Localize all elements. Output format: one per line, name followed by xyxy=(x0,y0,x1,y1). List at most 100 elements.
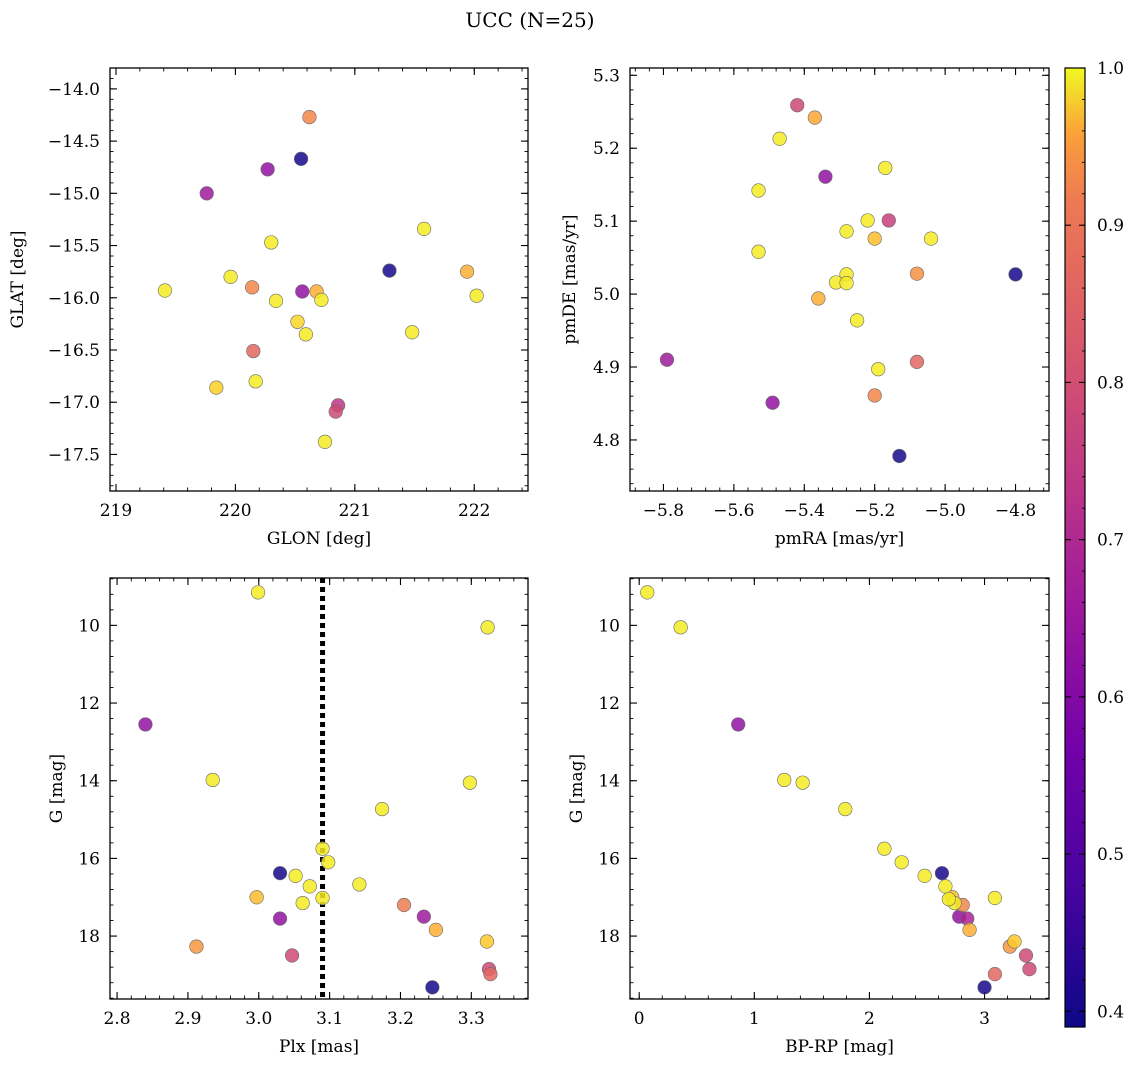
scatter-point xyxy=(469,288,484,303)
scatter-point xyxy=(405,325,420,340)
colorbar-tick-label: 0.7 xyxy=(1097,531,1124,551)
scatter-point xyxy=(892,448,907,464)
scatter-point xyxy=(428,922,443,937)
scatter-point xyxy=(295,284,310,299)
y-tick-label: 14 xyxy=(598,772,620,792)
scatter-point xyxy=(245,280,260,295)
axes-frame xyxy=(109,67,529,492)
scatter-point xyxy=(871,362,886,377)
scatter-point xyxy=(189,939,204,954)
scatter-point xyxy=(396,897,412,913)
colorbar-tick-label: 1.0 xyxy=(1097,59,1124,79)
y-tick-label: −15.5 xyxy=(48,237,100,257)
panel-glon-glat: 219 220 221 222 −14.0 −14.5 −15.0 −15.5 −16.0 −16… xyxy=(8,67,529,549)
scatter-point xyxy=(374,801,390,817)
colorbar-tick-label: 0.8 xyxy=(1097,373,1124,393)
scatter-point xyxy=(934,866,950,881)
scatter-point xyxy=(987,890,1002,906)
y-tick-label: −15.0 xyxy=(48,184,100,204)
scatter-point xyxy=(205,772,220,788)
x-tick-label: 0 xyxy=(634,1009,645,1029)
scatter-point xyxy=(938,879,953,894)
scatter-point xyxy=(878,160,893,176)
scatter-point xyxy=(382,263,397,278)
scatter-point xyxy=(867,388,882,403)
x-tick-label: 219 xyxy=(100,501,132,521)
y-tick-label: −14.5 xyxy=(48,132,100,152)
y-tick-label: −16.5 xyxy=(48,341,100,361)
x-tick-label: −4.8 xyxy=(995,501,1036,521)
y-tick-label: 14 xyxy=(78,772,100,792)
colorbar-tick-label: 0.5 xyxy=(1097,845,1124,865)
scatter-point xyxy=(765,395,780,410)
scatter-point xyxy=(249,890,264,905)
x-axis-label: BP-RP [mag] xyxy=(785,1037,894,1057)
scatter-point xyxy=(317,434,333,450)
y-tick-label: −17.0 xyxy=(48,393,100,413)
scatter-point xyxy=(248,374,263,389)
x-tick-label: 3.0 xyxy=(245,1009,272,1029)
scatter-point xyxy=(246,343,261,359)
scatter-point xyxy=(264,235,279,250)
scatter-point xyxy=(673,620,688,635)
scatter-point xyxy=(416,909,431,924)
scatter-point xyxy=(250,585,266,600)
y-tick-label: 16 xyxy=(78,849,100,869)
scatter-point xyxy=(881,213,896,228)
scatter-point xyxy=(483,967,498,982)
scatter-point xyxy=(315,890,330,906)
scatter-point xyxy=(941,892,956,907)
y-tick-label: 5.0 xyxy=(593,285,620,305)
scatter-point xyxy=(425,980,440,995)
scatter-point xyxy=(295,895,310,911)
y-tick-label: 18 xyxy=(598,927,620,947)
scatter-point xyxy=(138,717,153,732)
scatter-point xyxy=(877,841,892,856)
scatter-point xyxy=(818,169,833,184)
colorbar-tick-label: 0.9 xyxy=(1097,216,1124,236)
panel-plx-g: 2.8 2.9 3.0 3.1 3.2 3.3 10 12 14 16 18 Plx [mas] G [… xyxy=(47,577,529,1057)
scatter-point xyxy=(731,717,746,732)
y-tick-label: 10 xyxy=(78,616,100,636)
scatter-point xyxy=(839,276,854,291)
x-tick-label: 220 xyxy=(219,501,251,521)
scatter-point xyxy=(772,131,787,146)
y-tick-label: 4.8 xyxy=(593,431,620,451)
scatter-point xyxy=(1008,267,1023,282)
y-axis-label: GLAT [deg] xyxy=(8,230,28,328)
scatter-point xyxy=(352,877,367,892)
x-tick-label: 3 xyxy=(979,1009,990,1029)
scatter-point xyxy=(860,213,875,228)
x-tick-label: 1 xyxy=(749,1009,760,1029)
scatter-point xyxy=(293,151,309,166)
y-tick-label: −16.0 xyxy=(48,289,100,309)
x-tick-label: 2 xyxy=(864,1009,875,1029)
y-axis-label: G [mag] xyxy=(567,754,587,823)
scatter-point xyxy=(290,314,305,329)
scatter-point xyxy=(288,868,303,883)
scatter-point xyxy=(867,231,882,246)
scatter-point xyxy=(795,775,810,790)
scatter-point xyxy=(199,186,214,201)
scatter-point xyxy=(909,354,925,370)
scatter-point xyxy=(838,801,853,817)
x-tick-label: −5.4 xyxy=(784,501,825,521)
scatter-point xyxy=(1022,961,1037,977)
y-tick-label: 16 xyxy=(598,849,620,869)
scatter-point xyxy=(790,98,805,113)
x-tick-label: −5.8 xyxy=(643,501,684,521)
scatter-point xyxy=(777,772,792,788)
scatter-point xyxy=(321,855,336,870)
scatter-point xyxy=(462,775,478,790)
x-tick-label: 221 xyxy=(339,501,371,521)
scatter-point xyxy=(272,911,288,926)
scatter-point xyxy=(807,110,822,125)
scatter-point xyxy=(480,620,495,635)
x-tick-label: −5.2 xyxy=(854,501,895,521)
x-axis-label: GLON [deg] xyxy=(267,529,371,549)
scatter-point xyxy=(894,855,909,870)
scatter-point xyxy=(328,404,343,419)
x-tick-label: 2.9 xyxy=(174,1009,201,1029)
scatter-point xyxy=(260,162,275,177)
scatter-point xyxy=(751,183,766,198)
